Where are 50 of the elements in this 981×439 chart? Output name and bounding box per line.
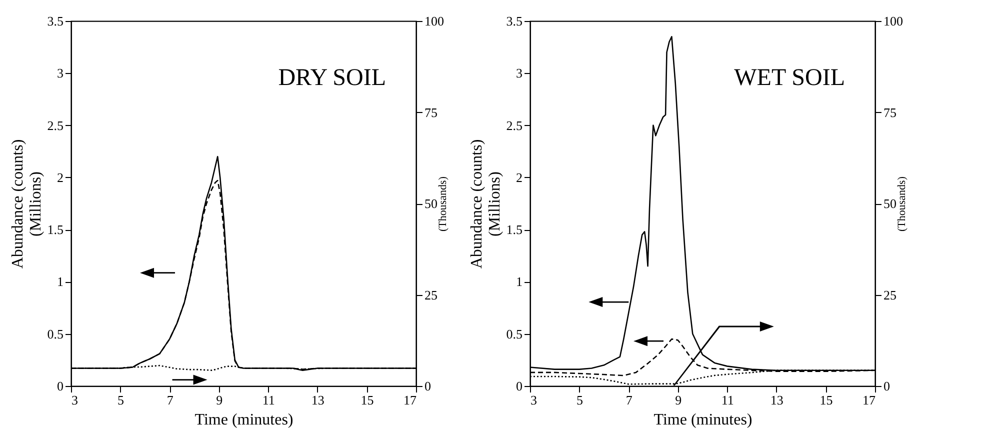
y-tick-label: 2.5 <box>506 118 522 133</box>
x-tick-label: 15 <box>820 392 833 408</box>
y2-tick-label: 0 <box>884 378 890 394</box>
y-tick-label: 3.5 <box>506 14 522 28</box>
y2-tick-label: 50 <box>424 196 438 211</box>
y2-tick-label: 25 <box>884 287 896 302</box>
y-tick-label: 2.5 <box>47 118 64 133</box>
y-tick-label: 0.5 <box>506 326 522 342</box>
x-tick-label: 13 <box>311 392 324 408</box>
x-tick-label: 3 <box>72 392 78 408</box>
y2-tick-label: 75 <box>884 104 896 120</box>
annotation: WET SOIL <box>734 65 845 91</box>
x-tick-label: 9 <box>675 392 682 408</box>
y2-tick-label: 50 <box>884 196 896 211</box>
y-tick-label: 3 <box>57 66 64 81</box>
y-tick-label: 2 <box>516 170 522 185</box>
y2-tick-label: 25 <box>424 287 438 302</box>
x-tick-label: 7 <box>626 392 633 408</box>
x-tick-label: 17 <box>404 392 417 408</box>
x-tick-label: 5 <box>118 392 124 408</box>
y2-tick-label: 75 <box>424 104 438 120</box>
y-tick-label: 3.5 <box>47 14 64 28</box>
x-axis-title: Time (minutes) <box>654 412 752 428</box>
y-tick-label: 1.5 <box>47 222 64 238</box>
y-axis-title: Abundance (counts) (Millions) <box>468 139 504 269</box>
x-tick-label: 15 <box>360 392 374 408</box>
y-tick-label: 3 <box>516 66 522 81</box>
x-tick-label: 11 <box>262 392 275 408</box>
x-tick-label: 9 <box>216 392 223 408</box>
y-tick-label: 2 <box>57 170 64 185</box>
y-tick-label: 0 <box>57 378 64 394</box>
x-tick-label: 7 <box>166 392 174 408</box>
y2-tick-label: 100 <box>424 14 444 28</box>
y-tick-label: 1.5 <box>506 222 522 238</box>
y-tick-label: 0 <box>516 378 522 394</box>
annotation: DRY SOIL <box>278 65 386 91</box>
y-tick-label: 0.5 <box>47 326 64 342</box>
y-axis-title: Abundance (counts) (Millions) <box>9 139 44 269</box>
x-tick-label: 13 <box>770 392 784 408</box>
y2-tick-label: 0 <box>424 378 431 394</box>
x-tick-label: 17 <box>862 392 876 408</box>
x-tick-label: 5 <box>576 392 584 408</box>
y2-axis-title: (Thousands) <box>437 176 449 232</box>
x-tick-label: 3 <box>530 392 537 408</box>
y2-axis-title: (Thousands) <box>896 176 908 232</box>
x-tick-label: 11 <box>721 392 734 408</box>
y2-tick-label: 100 <box>884 14 903 28</box>
y-tick-label: 1 <box>516 274 522 290</box>
x-axis-title: Time (minutes) <box>194 412 294 428</box>
y-tick-label: 1 <box>57 274 64 290</box>
